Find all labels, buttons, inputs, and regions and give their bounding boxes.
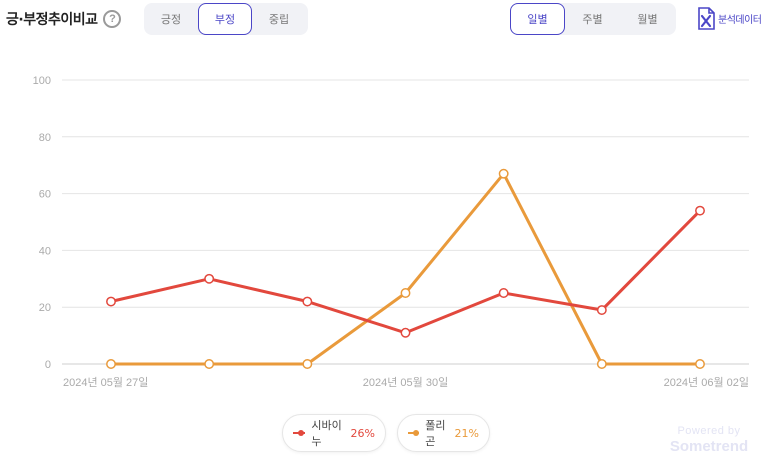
- y-tick-label: 60: [39, 189, 51, 201]
- legend-series-name: 시바이누: [311, 419, 342, 448]
- legend-item-shiba-inu[interactable]: 시바이누 26%: [282, 414, 386, 452]
- y-tick-label: 80: [39, 132, 51, 144]
- legend-series-percent: 21%: [454, 426, 479, 440]
- line-chart: 0 20 40 60 80 100 2024년 05월 27일 2024년 05월 30일 20…: [33, 75, 749, 389]
- period-tab-group: 일별 주별 월별: [510, 3, 676, 35]
- powered-by-logo: Powered by Sometrend: [661, 425, 757, 455]
- legend-swatch-orange: [408, 429, 420, 437]
- data-point: [400, 327, 411, 338]
- sentiment-tab-group: 긍정 부정 중립: [144, 3, 308, 35]
- tab-positive[interactable]: 긍정: [160, 13, 182, 26]
- tab-daily[interactable]: 일별: [510, 3, 565, 35]
- export-data-button[interactable]: 분석데이터: [696, 7, 762, 30]
- data-point: [498, 168, 509, 179]
- x-tick-label: 2024년 06월 02일: [664, 375, 749, 389]
- data-point: [596, 359, 607, 369]
- powered-by-text: Powered by: [677, 425, 741, 437]
- data-point: [302, 296, 313, 307]
- data-point: [204, 273, 215, 284]
- data-point: [204, 359, 215, 369]
- legend-item-polygon[interactable]: 폴리곤 21%: [397, 414, 490, 452]
- y-tick-label: 20: [39, 302, 51, 314]
- data-point: [695, 205, 705, 216]
- data-point: [302, 359, 313, 369]
- y-tick-label: 0: [45, 359, 51, 371]
- legend-series-name: 폴리곤: [425, 419, 446, 448]
- export-data-label: 분석데이터: [718, 15, 762, 26]
- x-tick-label: 2024년 05월 27일: [63, 375, 148, 389]
- chart-header: 긍·부정추이비교 ?: [6, 9, 122, 29]
- brand-name: Sometrend: [669, 438, 749, 455]
- chart-title: 긍·부정추이비교: [6, 12, 98, 28]
- tab-neutral[interactable]: 중립: [268, 13, 290, 26]
- data-point: [400, 288, 411, 298]
- excel-icon: [698, 7, 715, 30]
- data-point: [106, 359, 116, 369]
- question-circle-icon[interactable]: ?: [103, 10, 122, 28]
- series-line: [109, 209, 702, 335]
- legend-series-percent: 26%: [350, 426, 375, 440]
- x-tick-label: 2024년 05월 30일: [363, 375, 448, 389]
- tab-monthly[interactable]: 월별: [637, 13, 658, 26]
- tab-negative[interactable]: 부정: [198, 3, 252, 35]
- data-point: [596, 305, 607, 315]
- data-point: [695, 359, 705, 369]
- data-point: [106, 296, 116, 307]
- data-point: [498, 288, 509, 298]
- legend-swatch-red: [293, 429, 306, 437]
- y-tick-label: 100: [33, 75, 51, 87]
- tab-weekly[interactable]: 주별: [582, 13, 603, 26]
- y-tick-label: 40: [39, 245, 51, 257]
